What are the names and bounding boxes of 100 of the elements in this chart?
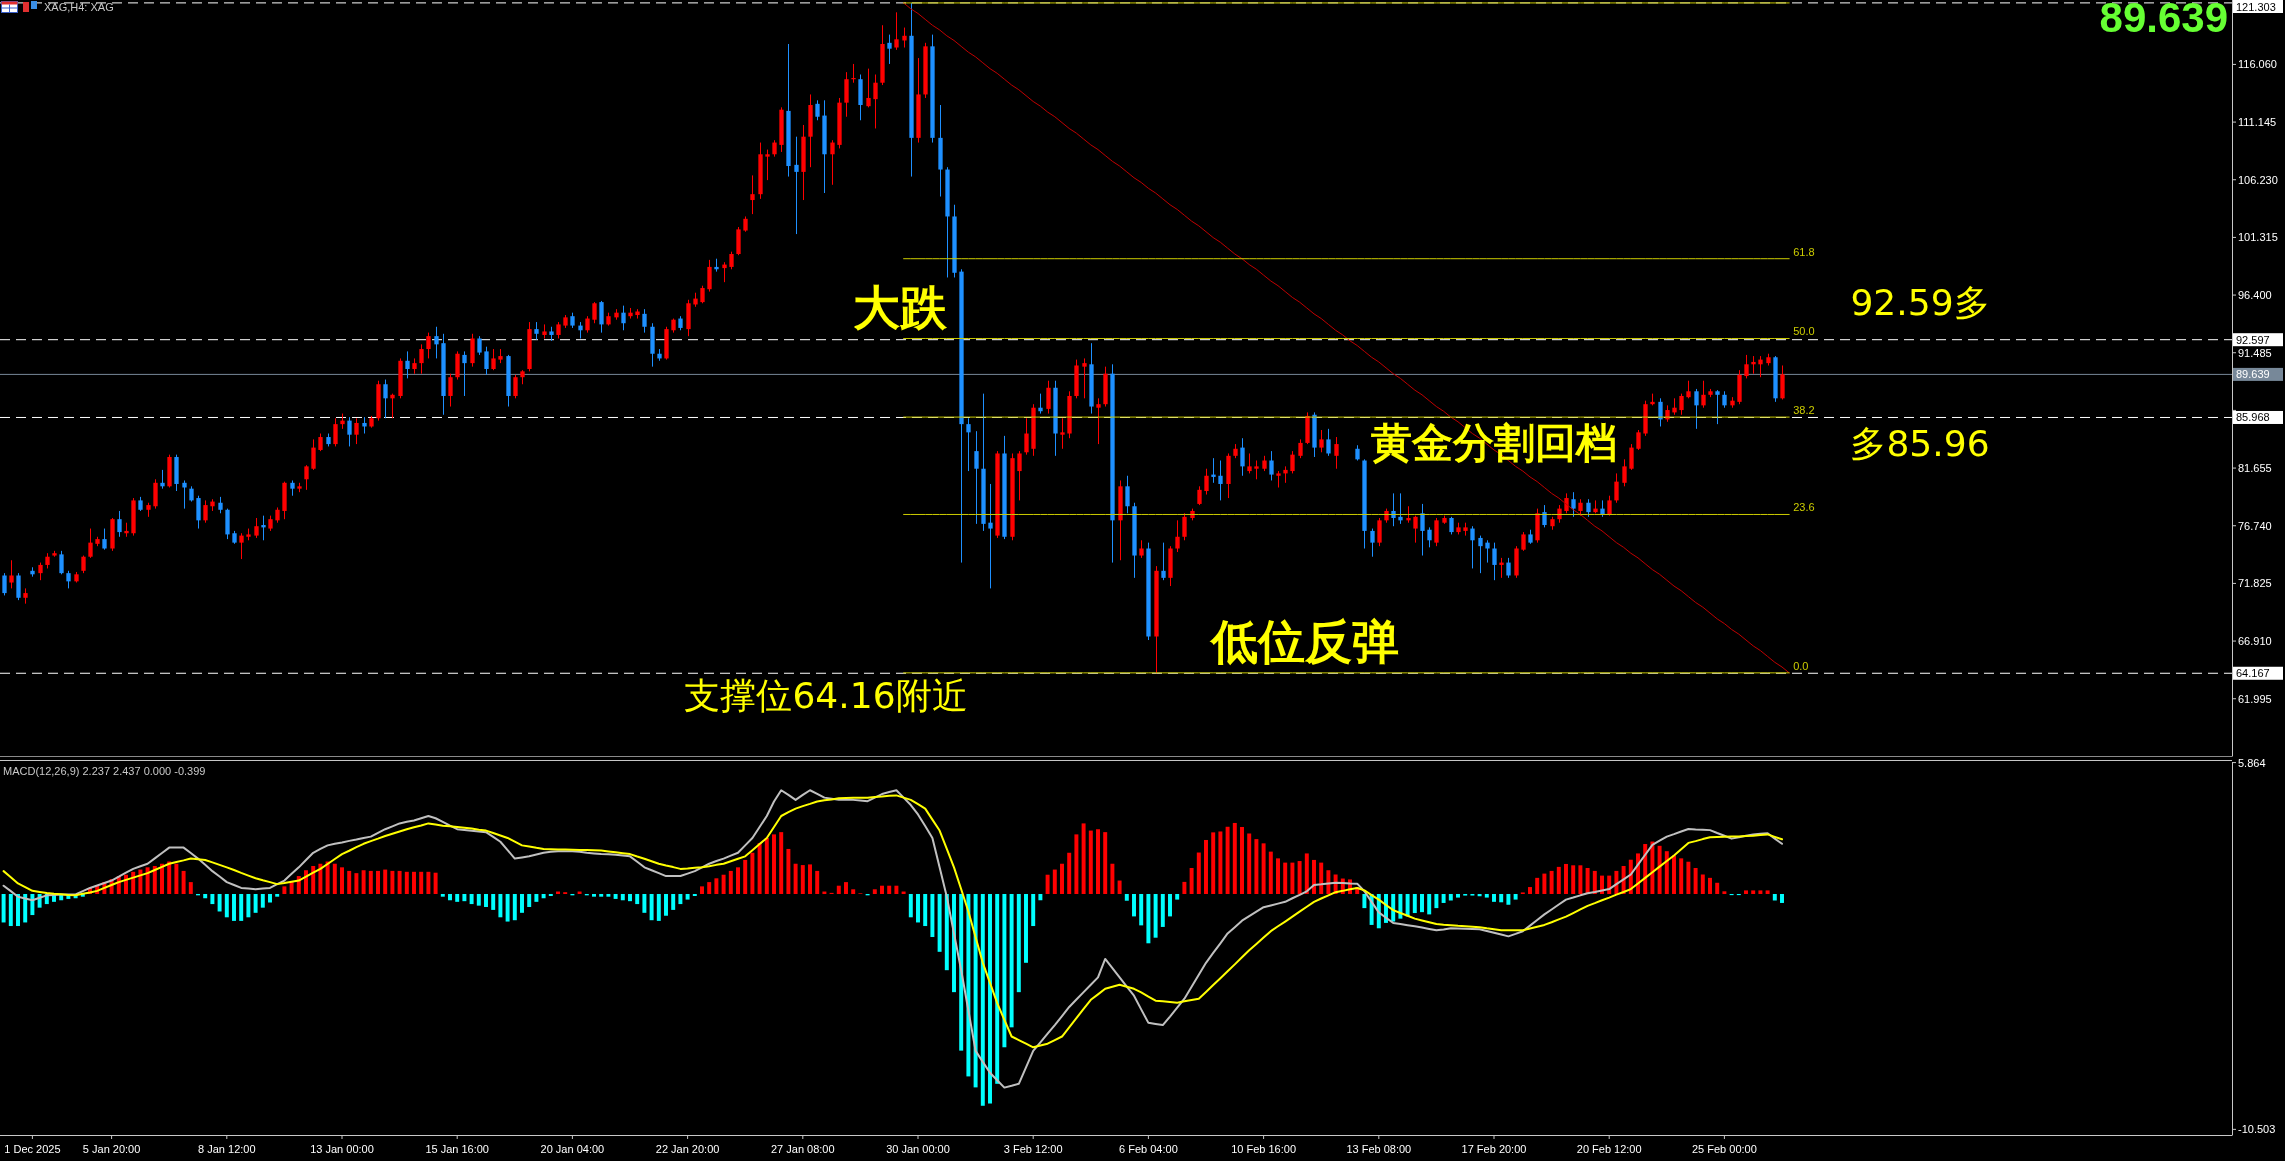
bar: [332, 863, 337, 894]
candlestick: [1334, 436, 1339, 470]
bar: [1506, 893, 1511, 905]
bar: [1585, 868, 1590, 894]
bar: [1276, 858, 1280, 894]
bar: [786, 848, 791, 894]
candlestick: [311, 438, 316, 471]
bar: [476, 893, 481, 906]
candlestick: [1744, 354, 1749, 379]
bar: [426, 871, 431, 894]
bar: [1420, 893, 1424, 913]
bar: [937, 893, 942, 952]
bar: [1672, 855, 1676, 894]
bar: [743, 859, 748, 894]
bar: [1542, 873, 1547, 894]
bar: [390, 870, 395, 894]
bar: [844, 882, 848, 894]
bar: [1067, 852, 1072, 894]
candlestick: [1715, 389, 1720, 425]
candlestick: [621, 305, 626, 331]
candlestick: [239, 532, 244, 560]
x-tick-label: 27 Jan 08:00: [770, 1143, 835, 1155]
bar: [1592, 870, 1597, 894]
x-tick-label: 30 Jan 00:00: [886, 1143, 950, 1155]
bar: [1, 893, 6, 923]
candlestick: [1485, 539, 1490, 564]
bar: [1362, 893, 1367, 909]
bar: [253, 893, 258, 913]
bar: [1240, 826, 1244, 894]
candlestick: [354, 417, 359, 445]
candlestick: [1175, 519, 1180, 553]
bar: [1664, 851, 1669, 894]
bar: [448, 893, 452, 901]
candlestick: [1038, 393, 1043, 415]
bar: [944, 893, 949, 971]
bar: [520, 893, 524, 913]
candlestick: [1060, 417, 1065, 450]
bar: [275, 893, 280, 897]
bar: [1772, 893, 1777, 901]
bar: [1074, 834, 1079, 894]
candlestick: [1701, 380, 1706, 409]
bar: [1556, 866, 1561, 894]
y-tick-label: 5.864: [2238, 756, 2266, 769]
bar: [793, 863, 798, 894]
annotation: 多85.96: [1850, 422, 1990, 464]
candlestick: [261, 515, 266, 541]
bar: [642, 893, 647, 913]
bar: [1304, 853, 1309, 894]
bar: [678, 893, 683, 905]
bar: [721, 874, 726, 894]
candlestick: [1218, 460, 1223, 501]
candlestick: [894, 11, 899, 51]
bar: [707, 882, 712, 894]
bar: [1492, 893, 1496, 902]
ref-line-label: 92.597: [2236, 333, 2270, 346]
bar: [1657, 845, 1662, 894]
candlestick: [1254, 460, 1259, 480]
candlestick: [902, 27, 907, 49]
candlestick: [750, 174, 755, 215]
bar: [714, 878, 719, 894]
bar: [376, 870, 380, 894]
bar: [995, 893, 1000, 1084]
bar: [1175, 893, 1180, 900]
candlestick: [304, 464, 309, 491]
candlestick: [1082, 357, 1087, 399]
candlestick: [484, 346, 489, 376]
bar: [635, 893, 640, 905]
x-tick-label: 25 Feb 00:00: [1691, 1143, 1757, 1155]
y-tick-label: -10.503: [2238, 1123, 2276, 1136]
ref-line-label: 121.303: [2236, 0, 2276, 13]
bar: [930, 893, 935, 938]
candlestick: [491, 348, 496, 371]
candlestick: [477, 335, 482, 356]
bar: [268, 893, 272, 903]
bar: [217, 893, 222, 912]
bar: [1700, 874, 1705, 894]
bar: [728, 870, 733, 894]
bar: [361, 870, 366, 894]
bar: [412, 871, 416, 894]
bar: [239, 893, 244, 921]
candlestick: [1290, 450, 1295, 474]
series-label: 0.0: [1793, 659, 1809, 672]
bar: [1765, 890, 1770, 894]
candlestick: [426, 332, 431, 359]
bar: [1031, 893, 1036, 927]
bar: [354, 873, 359, 894]
bar: [1434, 893, 1439, 909]
candlestick: [434, 326, 439, 359]
x-tick-label: 15 Jan 16:00: [425, 1143, 490, 1155]
y-tick-label: 66.910: [2238, 635, 2272, 648]
candlestick: [390, 393, 395, 419]
candlestick: [1492, 542, 1497, 581]
bar: [491, 893, 496, 910]
candlestick: [1521, 531, 1526, 552]
candlestick: [153, 478, 158, 510]
candlestick: [1096, 397, 1101, 445]
candlestick: [851, 63, 856, 84]
candlestick: [1269, 450, 1274, 481]
bar: [606, 893, 611, 897]
bar: [779, 832, 784, 894]
